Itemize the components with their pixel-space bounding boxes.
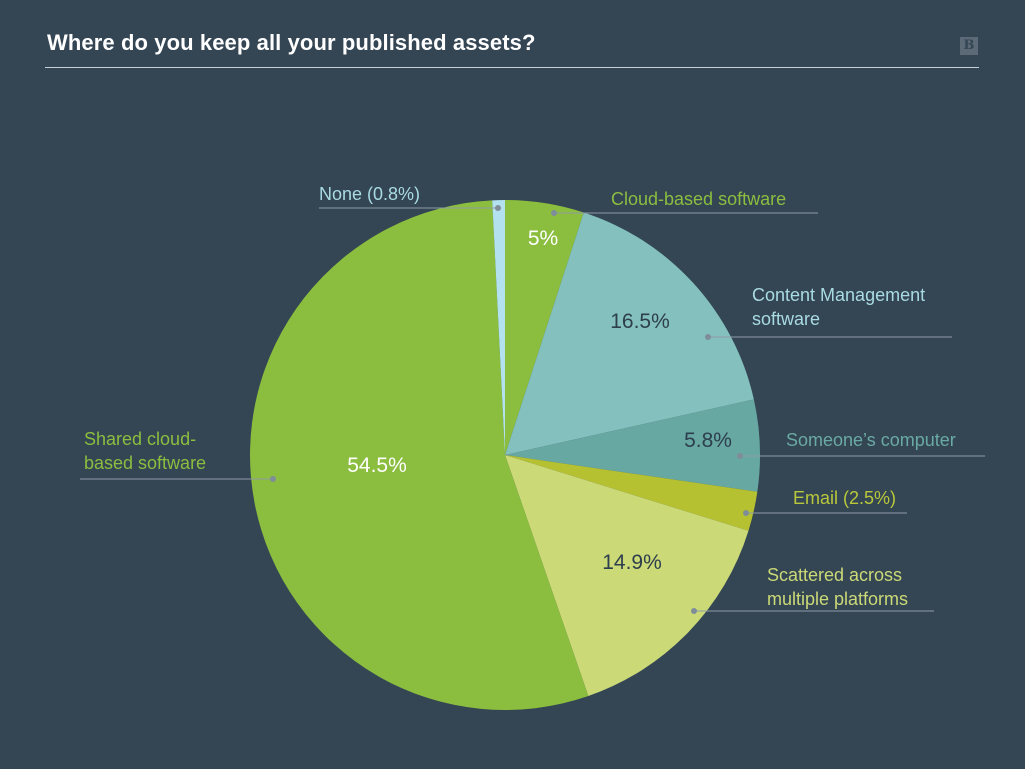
pie-slice-shared-cloud-based-software: [250, 200, 589, 710]
leader-dot-email-2-5: [743, 510, 749, 516]
leader-dot-content-management-software: [705, 334, 711, 340]
category-label-shared-cloud-based-software: Shared cloud-based software: [84, 429, 206, 473]
category-label-none-0-8: None (0.8%): [319, 184, 420, 204]
category-label-email-2-5: Email (2.5%): [793, 488, 896, 508]
category-label-cloud-based-software: Cloud-based software: [611, 189, 786, 209]
value-label-cloud-based-software: 5%: [528, 227, 558, 250]
leader-dot-scattered-across-multiple-platforms: [691, 608, 697, 614]
pie-slice-none-0-8: [492, 200, 505, 455]
brand-logo-icon: B: [960, 37, 978, 55]
value-label-shared-cloud-based-software: 54.5%: [347, 454, 407, 477]
leader-dot-none-0-8: [495, 205, 501, 211]
category-labels: Cloud-based software Content Management so…: [84, 184, 956, 609]
leader-dot-someone-s-computer: [737, 453, 743, 459]
title-divider: [45, 67, 979, 68]
value-label-someone-s-computer: 5.8%: [684, 429, 732, 452]
chart-title: Where do you keep all your published ass…: [47, 30, 536, 55]
pie-slice-content-management-software: [505, 212, 754, 455]
pie-slice-someone-s-computer: [505, 399, 760, 492]
leader-lines: [80, 205, 985, 614]
pie-slice-scattered-across-multiple-platforms: [505, 455, 749, 696]
leader-dot-shared-cloud-based-software: [270, 476, 276, 482]
category-label-content-management-software: Content Management software: [752, 285, 925, 329]
value-labels: 5% 16.5% 5.8% 14.9% 54.5%: [347, 227, 732, 574]
leader-dot-cloud-based-software: [551, 210, 557, 216]
value-label-scattered-across-multiple-platforms: 14.9%: [602, 551, 662, 574]
value-label-content-management-software: 16.5%: [610, 310, 670, 333]
pie-slices: [250, 199, 760, 710]
category-label-someone-s-computer: Someone’s computer: [786, 430, 956, 450]
pie-slice-cloud-based-software: [505, 199, 584, 455]
category-label-scattered-across-multiple-platforms: Scattered across multiple platforms: [767, 565, 908, 609]
pie-slice-email-2-5: [505, 455, 758, 531]
